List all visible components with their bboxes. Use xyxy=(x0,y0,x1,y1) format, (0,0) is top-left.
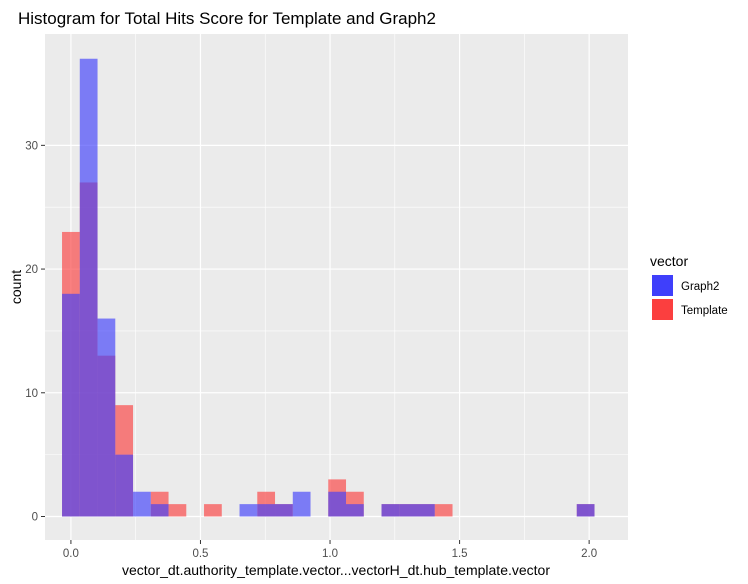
histogram-bars xyxy=(62,58,595,517)
bar-graph2 xyxy=(417,504,435,517)
x-tick-label: 1.5 xyxy=(452,548,468,560)
legend-title: vector xyxy=(650,253,688,269)
bar-graph2 xyxy=(346,504,364,517)
y-tick-label: 10 xyxy=(25,388,38,400)
plot-panel xyxy=(45,34,628,540)
x-axis-ticks: 0.0 0.5 1.0 1.5 2.0 xyxy=(63,540,597,560)
y-axis-title: count xyxy=(8,270,24,304)
legend-label-template: Template xyxy=(681,305,728,317)
y-tick-label: 0 xyxy=(32,511,38,523)
bar-graph2 xyxy=(115,454,134,517)
bar-graph2 xyxy=(328,491,347,517)
grid-minor xyxy=(45,34,628,540)
legend-key-template xyxy=(652,299,673,320)
grid-major xyxy=(45,34,628,540)
bar-graph2 xyxy=(275,504,293,517)
bar-template xyxy=(434,504,453,517)
x-tick-label: 1.0 xyxy=(322,548,338,560)
x-axis-title: vector_dt.authority_template.vector...ve… xyxy=(122,562,550,578)
bar-graph2 xyxy=(292,491,311,517)
legend-label-graph2: Graph2 xyxy=(681,281,719,293)
legend-key-graph2 xyxy=(652,275,673,296)
y-tick-label: 20 xyxy=(25,264,38,276)
bar-graph2 xyxy=(399,504,418,517)
x-tick-label: 0.5 xyxy=(192,548,208,560)
bar-graph2 xyxy=(62,293,80,517)
x-tick-label: 0.0 xyxy=(63,548,79,560)
bar-graph2 xyxy=(79,58,98,517)
bar-graph2 xyxy=(97,318,116,517)
chart-title: Histogram for Total Hits Score for Templ… xyxy=(18,9,436,28)
x-tick-label: 2.0 xyxy=(581,548,597,560)
bar-graph2 xyxy=(381,504,400,517)
bar-graph2 xyxy=(133,491,151,517)
bar-template xyxy=(204,504,222,517)
legend: vector Graph2 Template xyxy=(650,253,728,320)
bar-graph2 xyxy=(257,504,276,517)
y-tick-label: 30 xyxy=(25,140,38,152)
bar-graph2 xyxy=(150,504,169,517)
y-axis-ticks: 0 10 20 30 xyxy=(25,140,45,523)
bar-graph2 xyxy=(576,504,595,517)
bar-template xyxy=(168,504,187,517)
bar-graph2 xyxy=(239,504,258,517)
